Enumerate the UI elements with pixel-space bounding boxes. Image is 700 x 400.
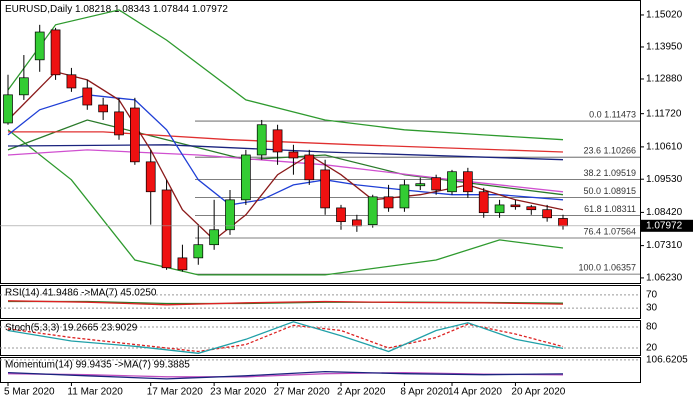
x-tick-label: 5 Mar 2020 (4, 387, 55, 398)
symbol: EURUSD,Daily (5, 4, 72, 15)
high-value: 1.08343 (114, 4, 151, 15)
fib-label: 61.8 1.08311 (584, 204, 636, 214)
y-tick-label: 1.10610 (646, 142, 683, 153)
y-tick-label: 1.08420 (646, 207, 683, 218)
candle-body (367, 196, 378, 226)
candle-body (336, 207, 346, 223)
x-tick-label: 17 Mar 2020 (147, 387, 204, 398)
candle-body (34, 31, 45, 61)
indicator-line (8, 131, 564, 153)
indicator-panel (0, 357, 641, 383)
candle-body (161, 189, 172, 269)
indicator-line (7, 149, 564, 193)
x-tick-label: 23 Mar 2020 (210, 387, 267, 398)
candle-body (114, 111, 124, 136)
indicator-title: Momentum(14) 99.9435 ->MA(7) 99.3885 (5, 360, 190, 371)
indicator-line (7, 71, 564, 241)
candle-body (225, 199, 235, 231)
indicator-line (7, 370, 564, 380)
indicator-panel (0, 320, 641, 356)
y-tick-label: 106.6205 (646, 355, 688, 366)
candle-body (66, 74, 77, 89)
candle-body (177, 257, 188, 271)
indicator-line (7, 371, 564, 378)
indicator-line (7, 129, 564, 276)
indicator-line (7, 9, 564, 141)
indicator-line (7, 144, 564, 161)
candle-body (478, 191, 489, 214)
fib-label: 76.4 1.07564 (583, 226, 636, 236)
candle-body (272, 129, 283, 153)
current-price-box (641, 219, 693, 232)
candle-body (19, 77, 29, 96)
fib-label: 50.0 1.08915 (583, 186, 636, 196)
indicator-title: RSI(14) 41.9486 ->MA(7) 45.0250 (5, 288, 157, 299)
x-tick-label: 27 Mar 2020 (274, 387, 331, 398)
candle-body (50, 29, 61, 76)
y-tick-label: 1.11720 (646, 108, 682, 119)
candle-body (510, 204, 521, 208)
x-tick-label: 14 Apr 2020 (448, 387, 502, 398)
candle-body (98, 104, 108, 113)
y-tick-label: 1.15020 (646, 10, 683, 21)
y-tick-label: 1.07310 (646, 240, 683, 251)
y-tick-label: 1.09530 (646, 174, 683, 185)
candle-body (463, 171, 473, 193)
fib-label: 100.0 1.06357 (578, 262, 636, 272)
candle-body (256, 124, 267, 156)
candle-body (3, 94, 13, 124)
candle-body (320, 169, 330, 209)
candle-body (447, 171, 457, 193)
candle-body (415, 183, 426, 187)
fib-label: 0.0 1.11473 (589, 109, 636, 119)
candle-body (288, 151, 299, 159)
x-tick-label: 8 Apr 2020 (400, 387, 449, 398)
x-tick-label: 11 Mar 2020 (67, 387, 123, 398)
y-tick-label: 30 (646, 303, 658, 314)
candle-body (130, 107, 140, 163)
indicator-panel (0, 285, 641, 319)
indicator-title: Stoch(5,3,3) 19.2665 23.9029 (5, 323, 138, 334)
y-tick-label: 70 (646, 290, 658, 301)
candle-body (352, 219, 362, 227)
y-tick-label: 1.06230 (646, 273, 683, 284)
main-panel (0, 0, 641, 284)
candle-body (145, 161, 156, 193)
candle-body (241, 154, 251, 201)
indicator-line (7, 321, 564, 354)
y-tick-label: 80 (646, 322, 658, 333)
open-value: 1.08218 (75, 4, 112, 15)
y-tick-label: 1.13950 (646, 42, 683, 53)
candle-body (431, 177, 441, 191)
candle-body (209, 229, 219, 246)
low-value: 1.07844 (153, 4, 190, 15)
x-tick-label: 20 Apr 2020 (511, 387, 565, 398)
fib-label: 23.6 1.10266 (583, 146, 636, 156)
candle-body (542, 209, 552, 219)
candle-body (193, 244, 204, 259)
indicator-line (7, 300, 564, 306)
candle-body (399, 184, 410, 209)
candle-body (82, 87, 93, 106)
candle-body (526, 206, 537, 211)
y-tick-label: 20 (646, 343, 658, 354)
fib-label: 38.2 1.09519 (583, 168, 636, 178)
x-tick-label: 2 Apr 2020 (337, 387, 386, 398)
candle-body (304, 154, 315, 181)
candle-body (383, 196, 394, 209)
candle-body (558, 218, 568, 227)
candle-body (494, 204, 505, 214)
symbol-header: EURUSD,Daily 1.08218 1.08343 1.07844 1.0… (5, 4, 228, 15)
close-value: 1.07972 (192, 4, 229, 15)
current-price-label: 1.07972 (646, 220, 683, 231)
y-tick-label: 1.12880 (646, 74, 683, 85)
